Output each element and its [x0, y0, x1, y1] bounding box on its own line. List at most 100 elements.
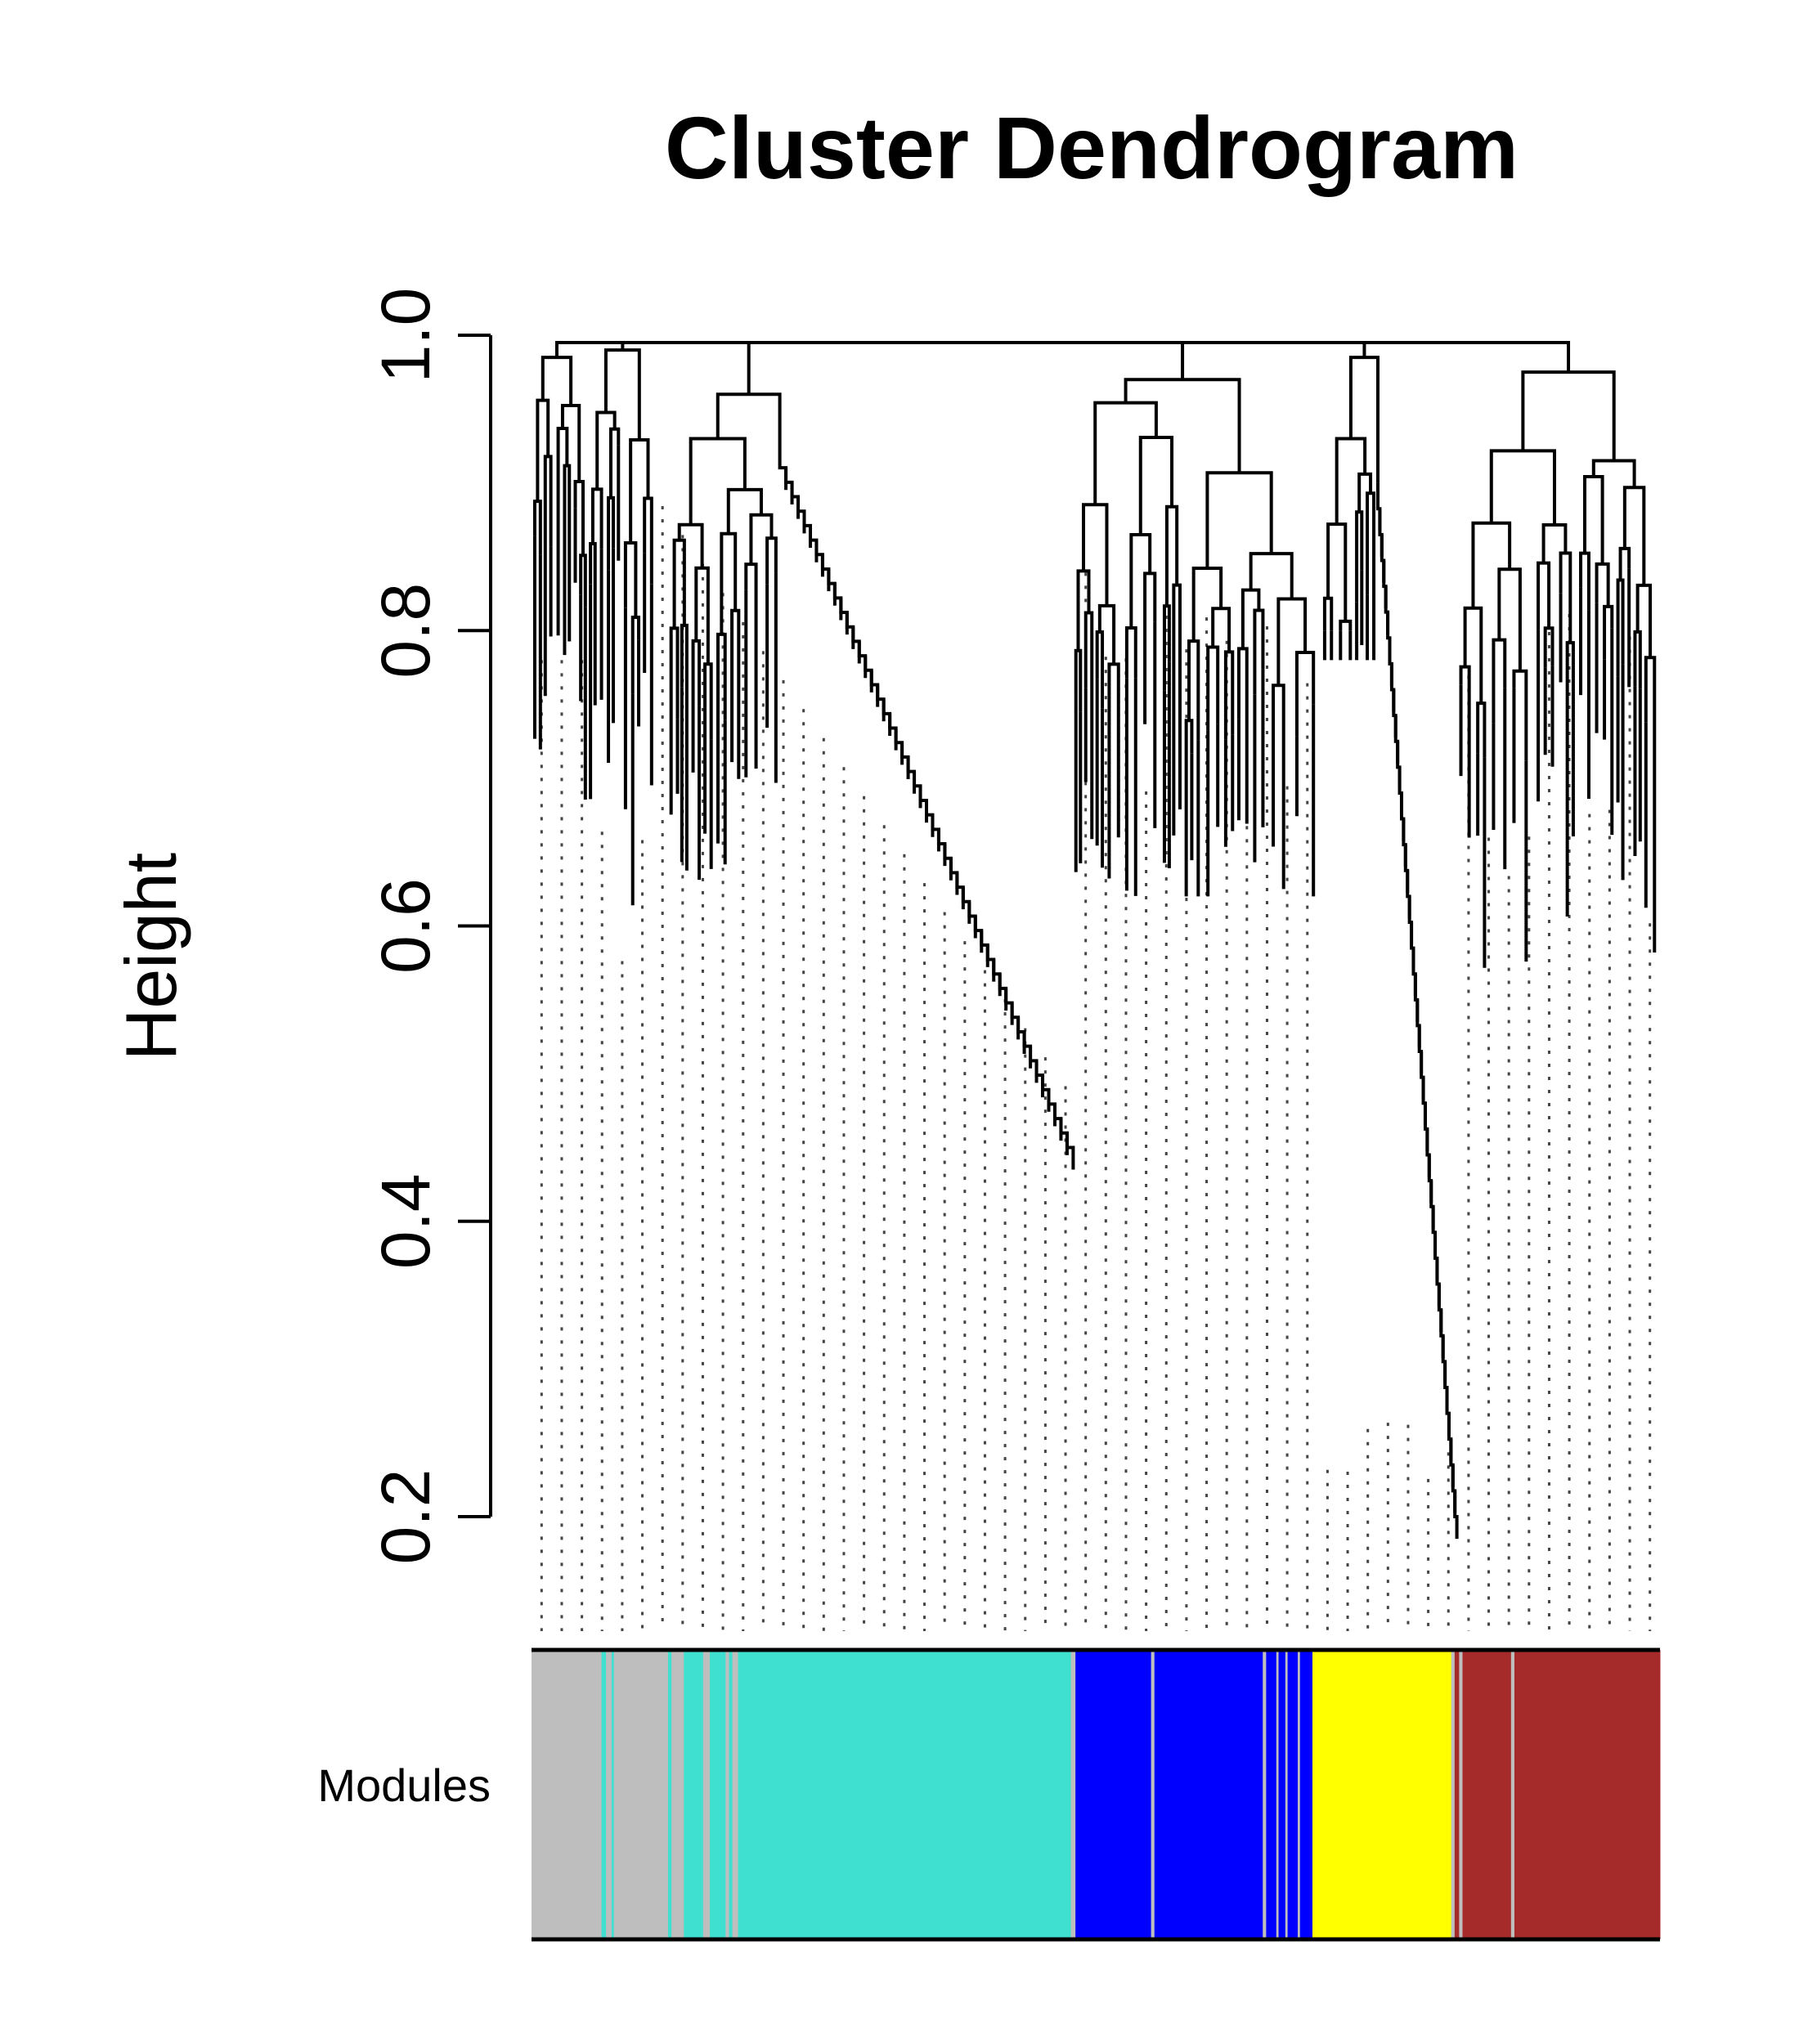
- module-band: [606, 1650, 612, 1939]
- dendrogram-link: [1326, 522, 1348, 621]
- dendrogram-link: [1583, 474, 1604, 564]
- module-band: [1312, 1650, 1452, 1939]
- y-axis: 0.2 0.4 0.6 0.8 1.0: [367, 288, 492, 1565]
- module-band: [1154, 1650, 1263, 1939]
- module-band: [532, 1650, 603, 1939]
- dendrogram-link: [590, 487, 603, 549]
- dendrogram-link: [1249, 552, 1294, 599]
- dendrogram-link: [1476, 702, 1487, 758]
- dendrogram-link: [1294, 650, 1316, 737]
- module-band: [1278, 1650, 1286, 1939]
- dendrogram-link: [1616, 578, 1625, 677]
- dendrogram-link: [1559, 551, 1572, 643]
- dendrogram-link: [1633, 630, 1642, 689]
- dendrogram-link: [573, 479, 585, 556]
- dendrogram-link: [1492, 638, 1507, 724]
- module-band: [1266, 1650, 1277, 1939]
- dendrogram-link: [672, 538, 686, 629]
- dendrogram-link: [669, 626, 680, 719]
- dendrogram-link: [1093, 401, 1158, 505]
- module-band: [702, 1650, 711, 1939]
- dendrogram-link: [744, 563, 758, 590]
- dendrogram-link: [1537, 561, 1551, 630]
- dendrogram-link: [1322, 596, 1334, 631]
- module-band: [1075, 1650, 1152, 1939]
- dendrogram-link: [1223, 650, 1235, 740]
- dendrogram-link: [1489, 449, 1556, 526]
- dendrogram-link: [1172, 583, 1182, 670]
- module-band: [725, 1650, 729, 1939]
- dendrogram-link: [643, 496, 653, 585]
- dendrogram-link: [1211, 607, 1231, 652]
- dendrogram-link: [563, 464, 572, 565]
- module-band: [710, 1650, 726, 1939]
- module-band: [1514, 1650, 1661, 1939]
- dendrogram-link: [703, 662, 713, 740]
- dendrogram-link: [1543, 626, 1554, 668]
- dendrogram-link: [669, 341, 1185, 380]
- y-tick-label: 0.2: [367, 1469, 444, 1565]
- module-band: [1462, 1650, 1512, 1939]
- chart-title: Cluster Dendrogram: [665, 98, 1519, 197]
- module-band: [667, 1650, 672, 1939]
- dendrogram-link: [689, 437, 747, 525]
- dendrogram-link: [1635, 583, 1653, 658]
- dendrogram-link: [1618, 546, 1631, 580]
- dendrogram-link: [1107, 662, 1120, 718]
- dendrogram-link: [680, 623, 689, 698]
- dendrogram-link: [1076, 569, 1091, 651]
- dendrogram-link: [1591, 459, 1636, 488]
- module-band: [1510, 1650, 1515, 1939]
- dendrogram-link: [1276, 597, 1308, 686]
- module-band: [684, 1650, 704, 1939]
- dendrogram-link: [1065, 1132, 1075, 1170]
- dendrogram-link: [1512, 669, 1528, 761]
- module-band: [601, 1650, 607, 1939]
- dendrogram-link: [1124, 626, 1137, 679]
- dendrogram-link: [926, 341, 1366, 358]
- module-band: [1151, 1650, 1155, 1939]
- dendrogram-link: [579, 554, 587, 607]
- dendrogram-link: [1335, 437, 1367, 525]
- y-tick-label: 0.8: [367, 583, 444, 679]
- module-band: [1285, 1650, 1289, 1939]
- y-tick-label: 1.0: [367, 288, 444, 383]
- dendrogram-link: [1240, 588, 1261, 649]
- dendrogram-link: [623, 540, 638, 617]
- module-band: [613, 1650, 669, 1939]
- y-tick-label: 0.6: [367, 878, 444, 974]
- dendrogram-link: [1595, 562, 1610, 607]
- dendrogram-link: [1191, 566, 1223, 642]
- module-band: [729, 1650, 734, 1939]
- dendrogram-link: [629, 438, 650, 543]
- module-band: [732, 1650, 739, 1939]
- dendrogram-link: [1521, 370, 1616, 461]
- module-band: [1263, 1650, 1267, 1939]
- dendrogram-link: [730, 608, 741, 704]
- module-band: [1070, 1650, 1076, 1939]
- dendrogram-link: [1339, 619, 1353, 631]
- module-band: [1451, 1650, 1456, 1939]
- dendrogram-link: [1129, 533, 1152, 629]
- module-band: [1298, 1650, 1301, 1939]
- dendrogram-link: [1348, 356, 1380, 483]
- dendrogram-link: [1082, 503, 1109, 606]
- dendrogram-link: [1138, 436, 1174, 536]
- dendrogram-link: [1143, 572, 1157, 625]
- dendrogram-link: [1124, 378, 1241, 473]
- dendrogram-link: [630, 615, 641, 694]
- dendrogram-link: [726, 487, 763, 534]
- module-band: [738, 1650, 1072, 1939]
- module-band: [611, 1650, 615, 1939]
- module-band: [1454, 1650, 1460, 1939]
- dendrogram-link: [541, 356, 573, 406]
- dendrogram-link: [556, 427, 569, 505]
- dendrogram-link: [1453, 1490, 1459, 1540]
- module-color-bar: [532, 1647, 1661, 1942]
- dendrogram-link: [1565, 641, 1575, 739]
- dendrogram-tree: [532, 341, 1657, 1540]
- dendrogram-link: [1162, 604, 1171, 691]
- dendrogram-link: [716, 392, 782, 454]
- y-axis-label: Height: [110, 853, 191, 1060]
